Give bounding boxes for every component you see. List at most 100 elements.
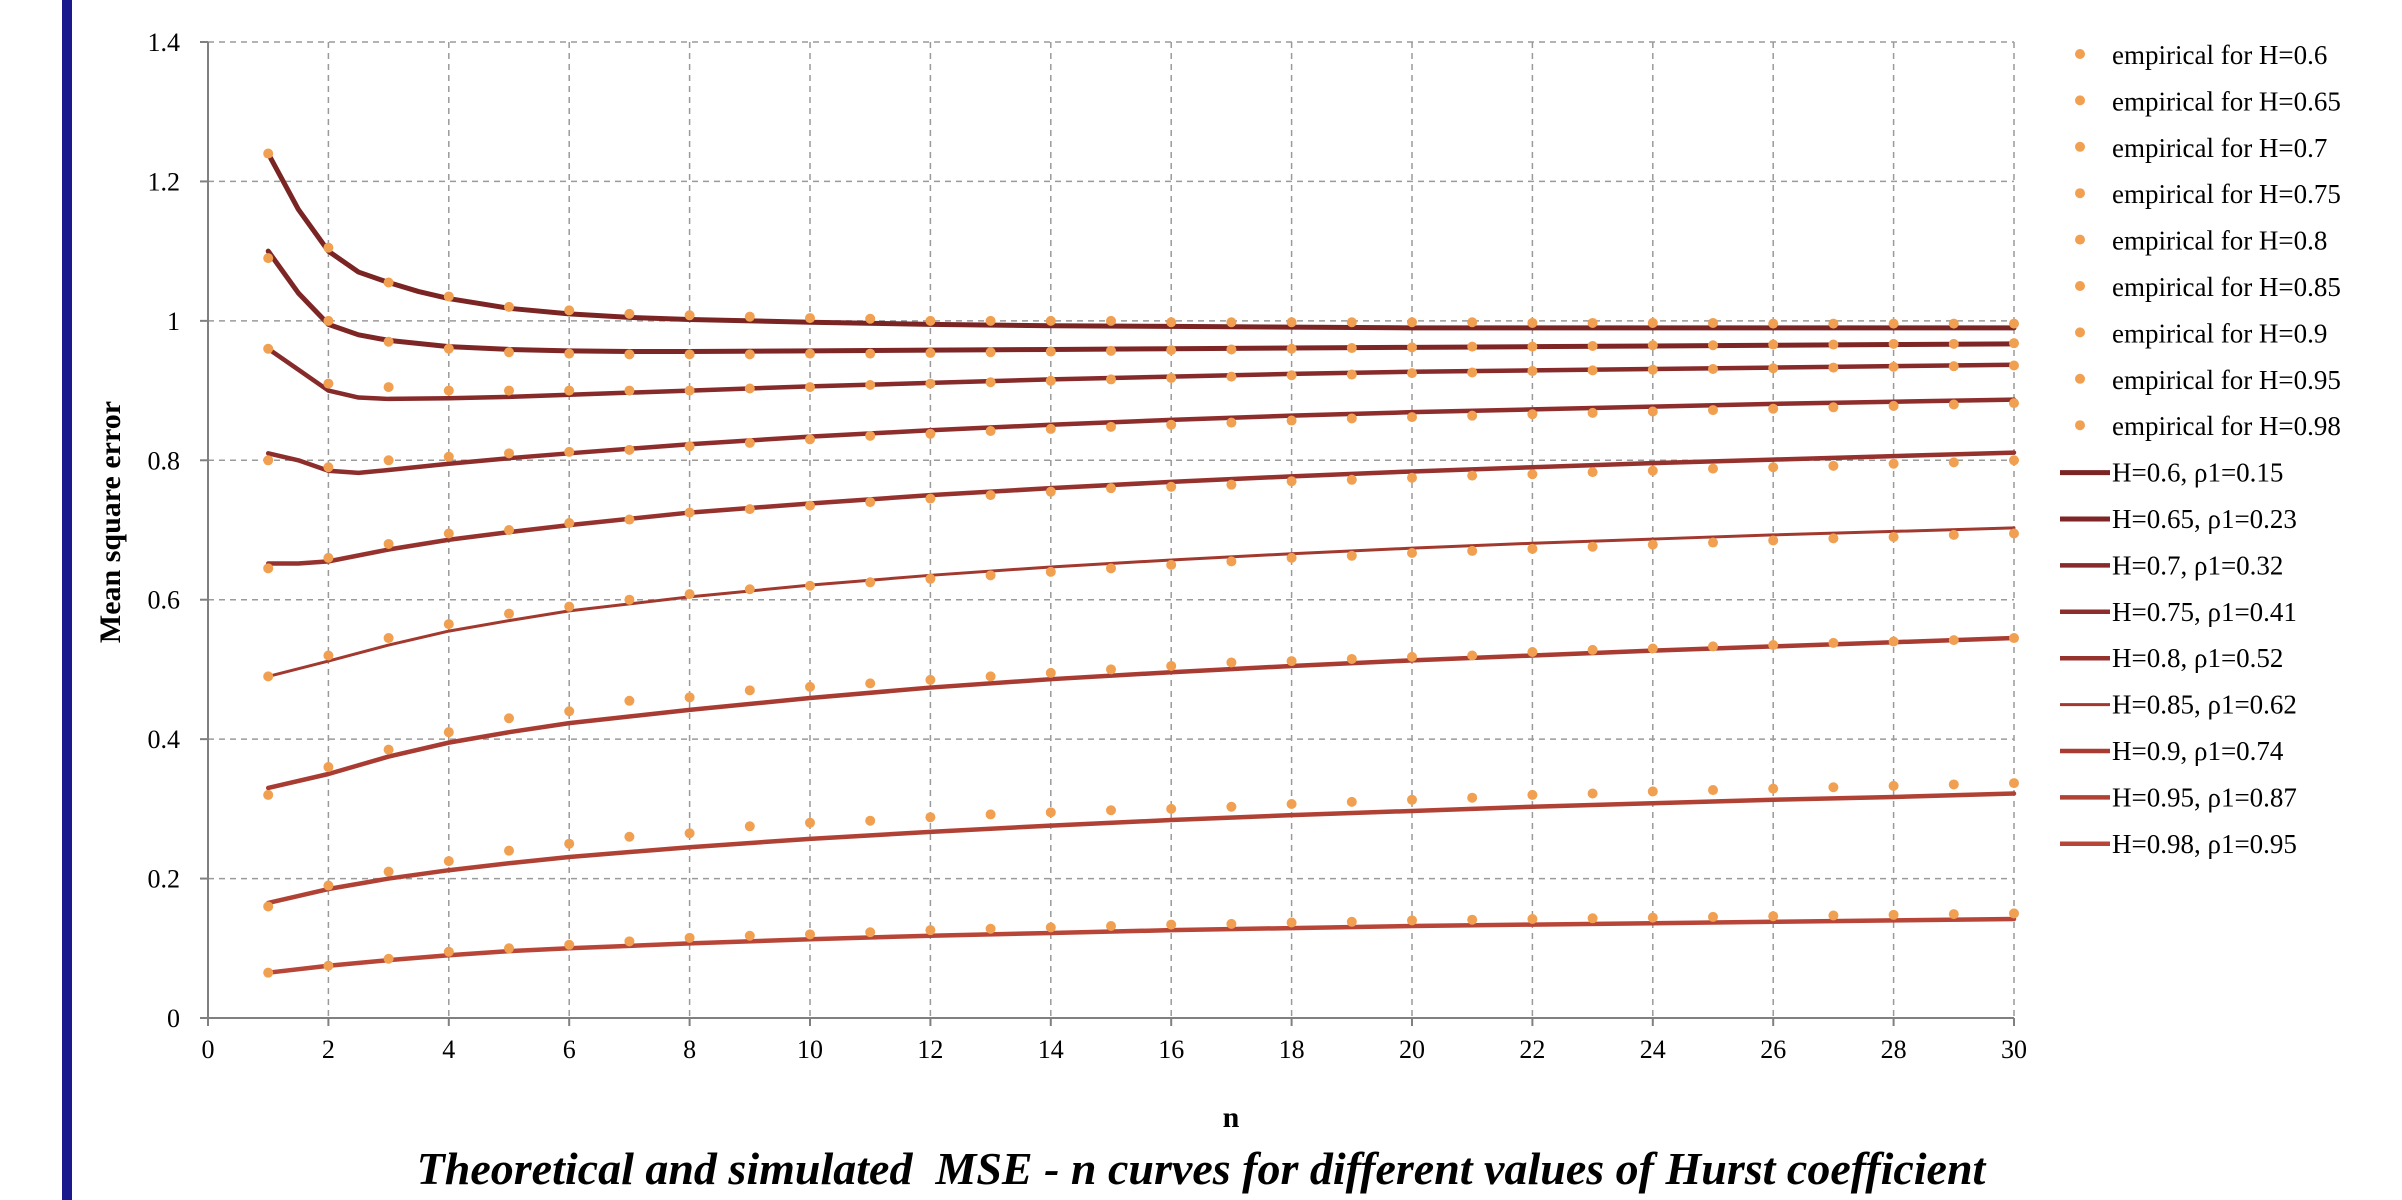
legend-label: H=0.98, ρ1=0.95 bbox=[2112, 829, 2297, 859]
y-tick-label: 0.2 bbox=[148, 865, 181, 894]
x-tick-label: 20 bbox=[1399, 1035, 1425, 1064]
empirical-point bbox=[985, 809, 996, 820]
legend-marker bbox=[2075, 327, 2085, 338]
x-tick-label: 4 bbox=[442, 1035, 455, 1064]
empirical-point bbox=[1587, 644, 1598, 655]
legend-label: H=0.85, ρ1=0.62 bbox=[2112, 690, 2297, 720]
empirical-point bbox=[443, 856, 454, 867]
empirical-point bbox=[564, 706, 575, 717]
y-tick-label: 0.4 bbox=[148, 725, 181, 754]
empirical-point bbox=[925, 674, 936, 685]
empirical-point bbox=[1346, 653, 1357, 664]
empirical-point bbox=[1166, 803, 1177, 814]
empirical-point bbox=[865, 497, 876, 508]
empirical-point bbox=[383, 336, 394, 347]
x-tick-label: 28 bbox=[1881, 1035, 1907, 1064]
empirical-point bbox=[624, 936, 635, 947]
empirical-point bbox=[1828, 460, 1839, 471]
tick-labels: 0 2 4 6 8 10 12 14 16 18 20 22 24 26 28 3000.20.40.60.8… bbox=[148, 28, 2028, 1064]
empirical-point bbox=[1647, 912, 1658, 923]
empirical-point bbox=[383, 953, 394, 964]
x-tick-label: 24 bbox=[1640, 1035, 1666, 1064]
empirical-point bbox=[1045, 667, 1056, 678]
empirical-point bbox=[1106, 920, 1116, 931]
empirical-point bbox=[2009, 360, 2019, 371]
empirical-point bbox=[1346, 916, 1357, 927]
x-tick-label: 12 bbox=[917, 1035, 943, 1064]
empirical-point bbox=[985, 570, 996, 581]
empirical-point bbox=[1106, 315, 1116, 326]
empirical-point bbox=[925, 347, 936, 358]
empirical-point bbox=[805, 434, 815, 445]
y-tick-label: 1 bbox=[167, 307, 180, 336]
empirical-point bbox=[323, 880, 334, 891]
y-tick-label: 0.8 bbox=[148, 446, 181, 475]
empirical-point bbox=[1106, 345, 1116, 356]
empirical-point bbox=[1106, 421, 1116, 432]
y-tick-label: 0 bbox=[167, 1004, 180, 1033]
y-tick-label: 0.6 bbox=[148, 586, 181, 615]
x-tick-label: 10 bbox=[797, 1035, 823, 1064]
empirical-point bbox=[1226, 556, 1237, 567]
legend-label: empirical for H=0.9 bbox=[2112, 318, 2327, 348]
empirical-point bbox=[1346, 413, 1357, 424]
empirical-point bbox=[504, 845, 514, 856]
empirical-point bbox=[383, 382, 394, 393]
empirical-point bbox=[1045, 807, 1056, 818]
empirical-point bbox=[323, 462, 334, 473]
empirical-point bbox=[1407, 342, 1417, 353]
empirical-point bbox=[1467, 367, 1478, 378]
empirical-point bbox=[684, 828, 695, 839]
legend-label: H=0.8, ρ1=0.52 bbox=[2112, 643, 2283, 673]
empirical-point bbox=[1888, 338, 1899, 349]
empirical-point bbox=[985, 377, 996, 388]
empirical-point bbox=[1527, 543, 1538, 554]
empirical-point bbox=[1888, 361, 1899, 372]
empirical-point bbox=[624, 308, 635, 319]
empirical-point bbox=[1226, 317, 1237, 328]
empirical-point bbox=[1286, 343, 1297, 354]
empirical-point bbox=[1045, 566, 1056, 577]
empirical-point bbox=[323, 552, 334, 563]
empirical-point bbox=[684, 310, 695, 321]
empirical-point bbox=[1045, 315, 1056, 326]
empirical-point bbox=[1948, 529, 1959, 540]
empirical-point bbox=[1407, 915, 1417, 926]
empirical-point bbox=[925, 812, 936, 823]
empirical-point bbox=[263, 253, 274, 264]
empirical-point bbox=[504, 713, 514, 724]
empirical-point bbox=[383, 633, 394, 644]
empirical-point bbox=[1828, 362, 1839, 373]
empirical-point bbox=[504, 608, 514, 619]
empirical-point bbox=[985, 315, 996, 326]
empirical-point bbox=[744, 504, 755, 515]
empirical-point bbox=[1407, 794, 1417, 805]
empirical-point bbox=[1708, 317, 1718, 328]
empirical-point bbox=[1527, 317, 1538, 328]
empirical-point bbox=[1467, 792, 1478, 803]
empirical-point bbox=[624, 831, 635, 842]
empirical-point bbox=[1647, 539, 1658, 550]
empirical-point bbox=[1948, 338, 1959, 349]
empirical-point bbox=[1407, 472, 1417, 483]
empirical-point bbox=[684, 349, 695, 360]
x-axis-title: n bbox=[1223, 1101, 1240, 1134]
empirical-point bbox=[925, 925, 936, 936]
empirical-point bbox=[1346, 317, 1357, 328]
empirical-point bbox=[504, 301, 514, 312]
empirical-point bbox=[1587, 913, 1598, 924]
empirical-point bbox=[564, 601, 575, 612]
empirical-point bbox=[564, 305, 575, 316]
legend-label: empirical for H=0.65 bbox=[2112, 86, 2341, 116]
empirical-point bbox=[2009, 455, 2019, 466]
empirical-point bbox=[624, 594, 635, 605]
empirical-point bbox=[504, 943, 514, 954]
empirical-point bbox=[443, 291, 454, 302]
empirical-point bbox=[1166, 373, 1177, 384]
legend-marker bbox=[2075, 141, 2085, 152]
empirical-point bbox=[1226, 417, 1237, 428]
empirical-point bbox=[1888, 400, 1899, 411]
empirical-point bbox=[1828, 533, 1839, 544]
empirical-point bbox=[624, 385, 635, 396]
empirical-point bbox=[684, 932, 695, 943]
